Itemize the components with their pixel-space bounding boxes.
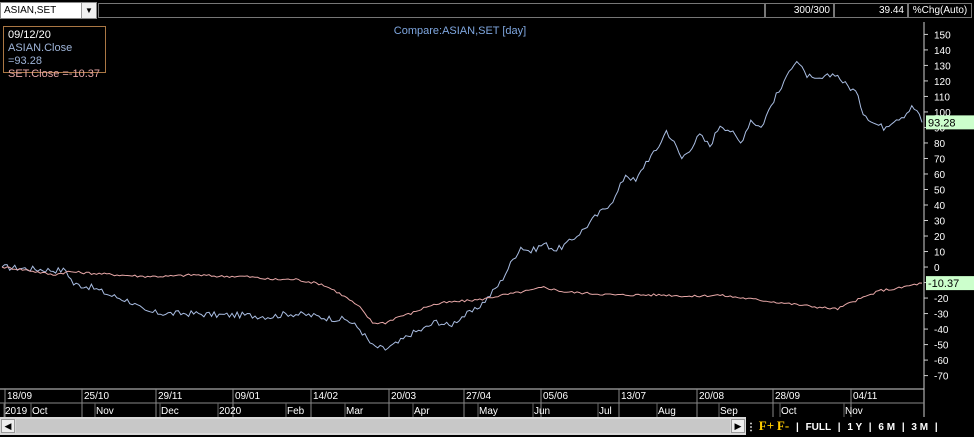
- x-month-label: Oct: [32, 406, 48, 417]
- last-value-asian-bg: [926, 115, 974, 130]
- chevron-down-icon[interactable]: ▼: [81, 3, 96, 18]
- x-date-label: 13/07: [621, 391, 646, 402]
- y-tick-label: -20: [934, 294, 949, 305]
- series-set-line: [1, 266, 923, 325]
- zoom-out-button[interactable]: F-: [776, 418, 790, 433]
- y-tick-label: 80: [934, 139, 946, 150]
- range-6m-button[interactable]: 6 M: [878, 422, 896, 433]
- horizontal-scrollbar[interactable]: [16, 419, 730, 433]
- chart-canvas[interactable]: 1501401301201101009080706050403020100-10…: [0, 21, 974, 417]
- x-date-label: 18/09: [7, 391, 32, 402]
- y-tick-label: 110: [934, 92, 950, 103]
- bar-count: 300/300: [765, 3, 834, 18]
- x-month-label: Mar: [346, 406, 364, 417]
- y-tick-label: 120: [934, 77, 951, 88]
- range-3m-button[interactable]: 3 M: [911, 422, 929, 433]
- series-asian-line: [1, 60, 923, 351]
- y-tick-label: -60: [934, 356, 949, 367]
- y-tick-label: 20: [934, 232, 946, 243]
- y-tick-label: -40: [934, 325, 949, 336]
- legend-box: 09/12/20 ASIAN.Close =93.28 SET.Close =-…: [3, 26, 106, 80]
- x-month-label: Dec: [161, 406, 179, 417]
- last-value-set-text: -10.37: [928, 278, 959, 290]
- x-month-label: Nov: [845, 406, 863, 417]
- x-date-label: 28/09: [775, 391, 800, 402]
- top-toolbar: ASIAN,SET ▼ 300/300 39.44 %Chg(Auto): [0, 0, 974, 21]
- range-1y-button[interactable]: 1 Y: [847, 422, 862, 433]
- x-date-label: 05/06: [543, 391, 568, 402]
- footer-bar: ◀ ▶ ⋮ F+ F- | FULL | 1 Y | 6 M | 3 M |: [0, 417, 974, 435]
- y-tick-label: 10: [934, 248, 946, 259]
- x-month-label: Jun: [534, 406, 550, 417]
- x-date-label: 09/01: [235, 391, 260, 402]
- x-month-label: Jul: [599, 406, 612, 417]
- y-tick-label: 50: [934, 185, 946, 196]
- x-date-label: 14/02: [313, 391, 338, 402]
- y-tick-label: 70: [934, 154, 946, 165]
- grip-icon: ⋮: [746, 422, 756, 433]
- x-month-label: Nov: [96, 406, 114, 417]
- chart-mode-button[interactable]: %Chg(Auto): [908, 3, 972, 18]
- chart-title: Compare:ASIAN,SET [day]: [393, 25, 527, 37]
- last-value-asian-text: 93.28: [928, 117, 956, 129]
- y-tick-label: 40: [934, 201, 946, 212]
- scroll-right-button[interactable]: ▶: [731, 419, 745, 433]
- x-month-label: May: [479, 406, 498, 417]
- change-value: 39.44: [834, 3, 908, 18]
- x-date-label: 27/04: [466, 391, 491, 402]
- x-month-label: Aug: [658, 406, 676, 417]
- header-blank-cell: [98, 3, 765, 18]
- last-value-set-bg: [926, 276, 974, 291]
- x-date-label: 25/10: [84, 391, 109, 402]
- y-tick-label: 30: [934, 217, 946, 228]
- last-value-asian: 93.28: [926, 115, 974, 130]
- x-date-label: 20/03: [391, 391, 416, 402]
- legend-set: SET.Close =-10.37: [8, 68, 101, 80]
- last-value-set: -10.37: [926, 276, 974, 291]
- y-tick-label: 60: [934, 170, 946, 181]
- x-date-label: 20/08: [699, 391, 724, 402]
- range-toolbar: ⋮ F+ F- | FULL | 1 Y | 6 M | 3 M |: [746, 417, 974, 435]
- legend-asian: ASIAN.Close =93.28: [8, 42, 73, 67]
- y-tick-label: -30: [934, 310, 949, 321]
- range-full-button[interactable]: FULL: [805, 422, 831, 433]
- y-tick-label: 140: [934, 46, 951, 57]
- x-month-label: 2019: [5, 406, 28, 417]
- legend-date: 09/12/20: [8, 29, 51, 41]
- y-tick-label: 0: [934, 263, 940, 274]
- x-month-label: Oct: [781, 406, 797, 417]
- y-tick-label: 150: [934, 30, 951, 41]
- y-tick-label: 100: [934, 108, 951, 119]
- x-month-label: Sep: [720, 406, 738, 417]
- symbol-value: ASIAN,SET: [4, 5, 57, 16]
- x-month-label: Feb: [287, 406, 305, 417]
- x-month-label: Apr: [414, 406, 430, 417]
- symbol-select[interactable]: ASIAN,SET ▼: [0, 2, 97, 19]
- y-tick-label: -50: [934, 341, 949, 352]
- y-tick-label: -70: [934, 372, 949, 383]
- x-month-label: 2020: [219, 406, 242, 417]
- y-tick-label: 130: [934, 61, 951, 72]
- x-date-label: 04/11: [853, 391, 878, 402]
- scroll-left-button[interactable]: ◀: [1, 419, 15, 433]
- x-date-label: 29/11: [158, 391, 183, 402]
- zoom-in-button[interactable]: F+: [758, 418, 775, 433]
